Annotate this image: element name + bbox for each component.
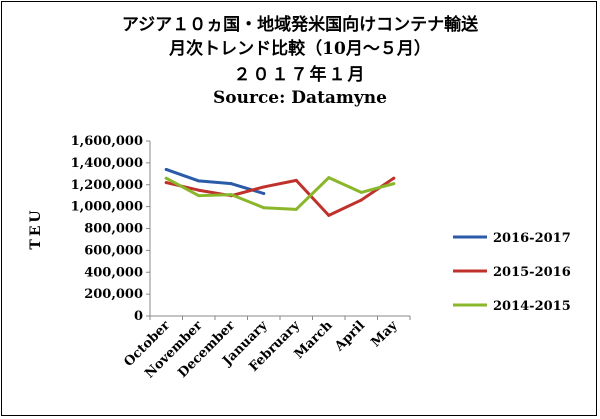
data-point — [164, 181, 168, 185]
y-tick-label: 1,400,000 — [71, 156, 143, 171]
data-point — [262, 185, 266, 189]
data-point — [197, 179, 201, 183]
data-point — [164, 176, 168, 180]
y-tick-label: 200,000 — [84, 287, 143, 302]
legend: 2016-2017 2015-2016 2014-2015 — [453, 231, 571, 314]
data-point — [262, 192, 266, 195]
data-point — [197, 194, 201, 198]
legend-label: 2016-2017 — [493, 231, 571, 246]
data-point — [229, 182, 233, 186]
data-point — [294, 207, 298, 211]
data-point — [359, 198, 363, 202]
chart-title-date: ２０１７年１月 — [233, 65, 367, 85]
x-tick-label: May — [368, 318, 400, 350]
y-tick-label: 600,000 — [84, 243, 143, 258]
series-line-2016-2017 — [164, 167, 266, 195]
x-tick-label: April — [331, 318, 368, 355]
y-tick-label: 1,000,000 — [71, 200, 143, 215]
data-point — [229, 193, 233, 197]
data-point — [262, 206, 266, 210]
data-point — [197, 188, 201, 192]
y-tick-label: 800,000 — [84, 222, 143, 237]
y-tick-label: 1,200,000 — [71, 178, 143, 193]
data-point — [327, 213, 331, 217]
series-line-2014-2015 — [164, 176, 396, 211]
legend-label: 2015-2016 — [493, 265, 571, 280]
chart-title-line-1: アジア１０ヵ国・地域発米国向けコンテナ輸送 — [121, 15, 479, 35]
legend-label: 2014-2015 — [493, 299, 571, 314]
y-tick-label: 0 — [134, 309, 143, 324]
data-point — [392, 176, 396, 180]
y-tick-label: 400,000 — [84, 265, 143, 280]
data-point — [359, 190, 363, 194]
y-tick-label: 1,600,000 — [71, 134, 143, 149]
chart-source: Source: Datamyne — [213, 88, 387, 108]
data-point — [164, 167, 168, 171]
series-lines — [164, 167, 396, 217]
data-point — [294, 178, 298, 182]
data-point — [392, 182, 396, 186]
data-point — [327, 176, 331, 180]
y-axis-title: TEU — [28, 207, 44, 249]
series-line-2015-2016 — [164, 176, 396, 217]
chart-title-line-2: 月次トレンド比較（10月～５月） — [169, 39, 431, 59]
axes: 0 200,000 400,000 600,000 800,000 1,000,000 1,… — [28, 134, 411, 381]
